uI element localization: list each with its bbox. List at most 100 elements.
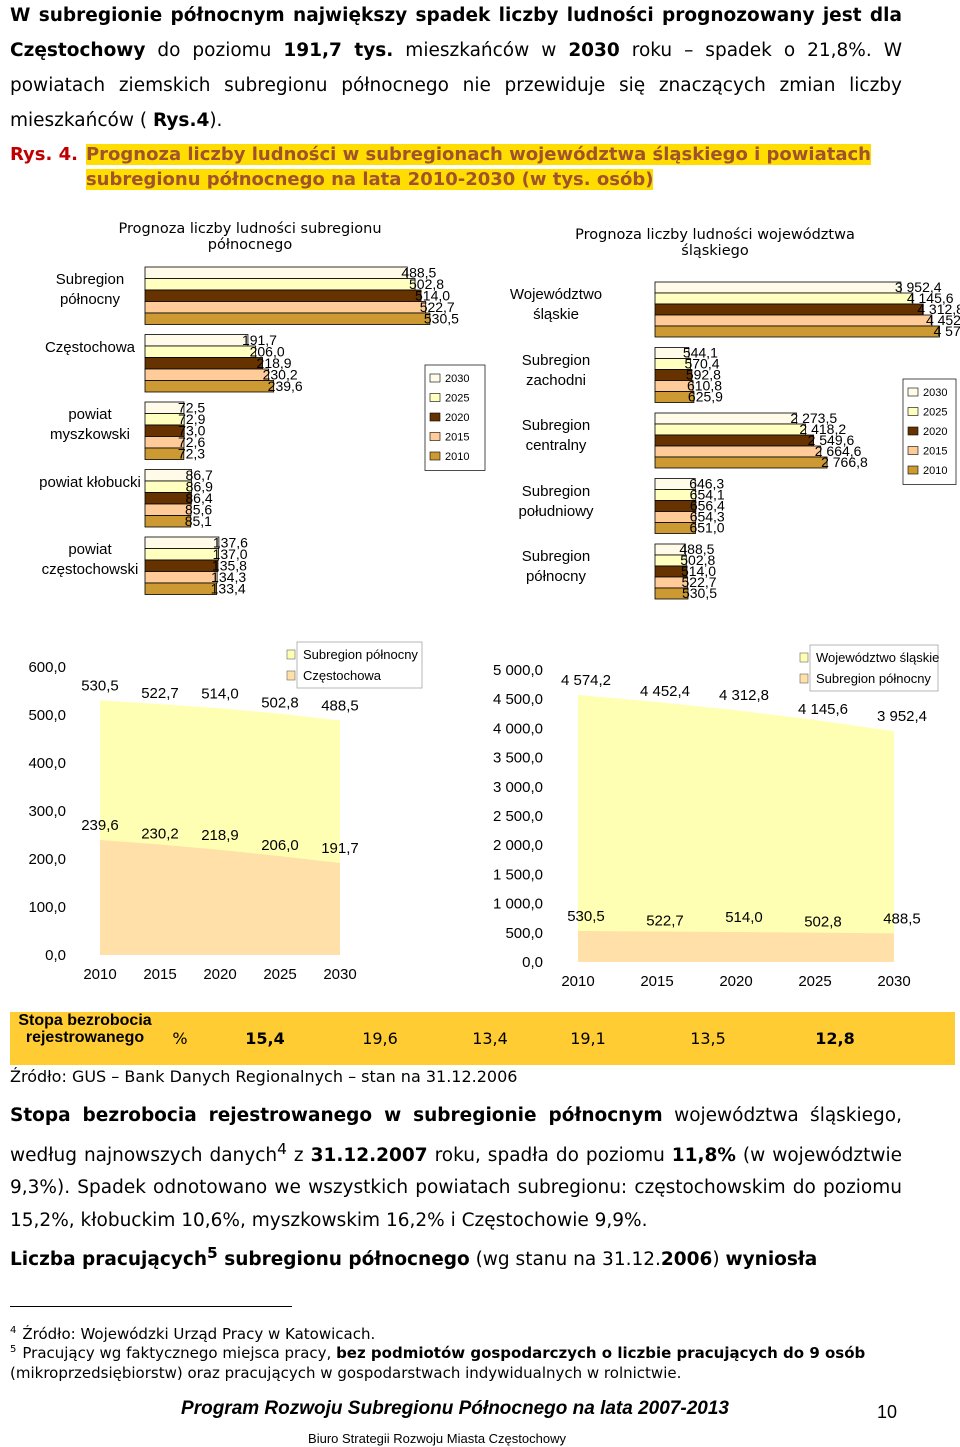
body-text: Stopa bezrobocia rejestrowanego w subreg… — [10, 1100, 902, 1277]
bar — [654, 423, 806, 436]
legend-swatch — [907, 407, 919, 416]
bar — [654, 522, 696, 534]
value-label: 72,9 — [178, 411, 205, 427]
value-label: 488,5 — [679, 541, 714, 557]
legend-swatch — [429, 373, 441, 383]
value-label: 522,7 — [141, 685, 179, 702]
category-label: Subregion północny — [521, 548, 591, 585]
chart-title: Prognoza liczby ludności subregionu półn… — [118, 221, 382, 253]
area — [578, 694, 894, 962]
legend-swatch — [429, 451, 441, 461]
text-run: do poziomu — [145, 40, 284, 61]
footnote: 5 Pracujący wg faktycznego miejsca pracy,… — [10, 1340, 890, 1383]
value-label: 4 145,6 — [907, 290, 954, 306]
value-label: 137,0 — [213, 546, 248, 562]
bar — [144, 559, 219, 572]
text-run: Źródło: Wojewódzki Urząd Pracy w Katowic… — [22, 1325, 376, 1343]
y-tick-label: 500,0 — [28, 707, 66, 724]
text-run: 2006 — [660, 1249, 713, 1271]
text-run: W subregionie północnym największy spade… — [10, 5, 902, 61]
table-value: 13,4 — [472, 1029, 508, 1048]
legend-label: 2025 — [445, 393, 469, 405]
y-tick-label: 0,0 — [522, 954, 543, 971]
value-label: 4 452,4 — [640, 683, 690, 700]
chart-title: Prognoza liczby ludności województwa ślą… — [575, 227, 855, 259]
category-label: powiat myszkowski — [49, 406, 130, 443]
table-unit: % — [172, 1029, 188, 1048]
footer-org: Biuro Strategii Rozwoju Miasta Częstocho… — [308, 1431, 566, 1446]
y-tick-label: 0,0 — [45, 947, 66, 964]
bar — [654, 303, 924, 316]
bar — [654, 281, 902, 294]
legend-swatch — [799, 652, 809, 663]
text-run: bez podmiotów gospodarczych o liczbie pr… — [336, 1344, 866, 1362]
bar — [144, 582, 218, 595]
bar — [144, 380, 275, 393]
unemployment-table: Stopa bezrobocia rejestrowanego % 15,4 19… — [10, 1012, 955, 1065]
bar-chart-canvas: 488,5502,8514,0522,7530,5191,7206,0218,9… — [144, 265, 960, 601]
value-label: 3 952,4 — [895, 279, 942, 295]
y-tick-label: 500,0 — [505, 925, 543, 942]
value-label: 2 273,5 — [790, 410, 837, 426]
value-label: 530,5 — [567, 908, 605, 925]
value-label: 230,2 — [263, 367, 298, 383]
value-label: 133,4 — [211, 581, 246, 597]
text-run: z — [286, 1144, 311, 1166]
table-label: Stopa bezrobocia rejestrowanego — [18, 1012, 152, 1046]
value-label: 206,0 — [250, 344, 285, 360]
value-label: 4 574,2 — [934, 323, 960, 339]
bar — [144, 536, 220, 549]
bar — [654, 412, 797, 425]
category-label: Subregion centralny — [521, 417, 591, 454]
body-paragraph: Liczba pracujących5 subregionu północneg… — [10, 1237, 902, 1277]
bar — [144, 515, 192, 528]
y-tick-label: 200,0 — [28, 851, 66, 868]
y-tick-label: 1 500,0 — [493, 866, 543, 883]
x-tick-label: 2015 — [143, 966, 176, 983]
text-run: 4 — [277, 1139, 287, 1158]
value-label: 134,3 — [211, 569, 246, 585]
value-label: 4 574,2 — [561, 672, 611, 689]
text-run: 2030 — [568, 40, 620, 61]
value-label: 530,5 — [424, 311, 459, 327]
caption-text: Prognoza liczby ludności w subregionach … — [85, 144, 871, 190]
x-tick-label: 2010 — [561, 973, 594, 990]
bar — [654, 445, 822, 458]
bar — [654, 434, 814, 447]
bar — [144, 301, 427, 314]
legend-swatch — [429, 412, 441, 422]
caption-label: Rys. 4. — [10, 144, 78, 165]
value-label: 544,1 — [683, 345, 718, 361]
x-tick-label: 2025 — [798, 973, 831, 990]
value-label: 502,8 — [409, 276, 444, 292]
text-run: Stopa bezrobocia rejestrowanego w subreg… — [10, 1105, 663, 1126]
footnote-number: 5 — [10, 1344, 17, 1355]
value-label: 656,4 — [690, 498, 725, 514]
legend-swatch — [907, 465, 919, 475]
value-label: 522,7 — [682, 574, 717, 590]
legend-swatch — [907, 426, 919, 436]
y-tick-label: 300,0 — [28, 803, 66, 820]
text-run: (wg stanu na 31.12. — [469, 1249, 661, 1271]
table-value: 15,4 — [245, 1029, 285, 1048]
value-label: 206,0 — [261, 837, 299, 854]
text-run: ). — [209, 110, 223, 131]
bar — [654, 292, 914, 305]
value-label: 646,3 — [689, 476, 724, 492]
source: Źródło: GUS – Bank Danych Regionalnych –… — [10, 1067, 518, 1086]
footnote: 4 Źródło: Wojewódzki Urząd Pracy w Katowi… — [10, 1321, 890, 1344]
text-run: Liczba pracujących — [10, 1249, 208, 1271]
bar — [144, 334, 249, 347]
value-label: 610,8 — [687, 378, 722, 394]
y-tick-label: 1 000,0 — [493, 896, 543, 913]
y-tick-label: 3 500,0 — [493, 750, 543, 767]
table-value: 12,8 — [815, 1029, 855, 1048]
value-label: 230,2 — [141, 826, 179, 843]
legend-swatch — [286, 670, 296, 681]
legend-label: 2010 — [445, 451, 469, 463]
x-tick-label: 2020 — [719, 973, 752, 990]
text-run: roku, spadła do poziomu — [427, 1144, 672, 1166]
value-label: 239,6 — [81, 817, 119, 834]
table-value: 13,5 — [690, 1029, 726, 1048]
value-label: 86,4 — [185, 490, 212, 506]
